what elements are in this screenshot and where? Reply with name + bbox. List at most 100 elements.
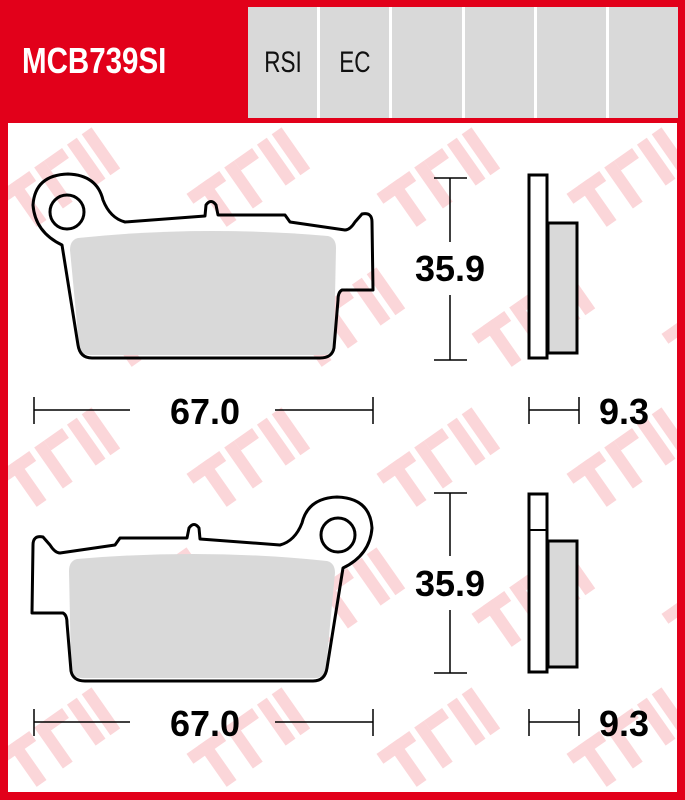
watermark-stroke — [224, 720, 263, 769]
watermark-logo — [376, 687, 501, 787]
watermark-stroke — [636, 137, 676, 186]
watermark-stroke — [81, 407, 121, 456]
watermark-stroke — [614, 148, 639, 171]
watermark-stroke — [256, 417, 296, 466]
watermark-stroke — [234, 708, 259, 731]
height-label: 35.9 — [415, 563, 485, 604]
watermark-logo — [186, 127, 311, 227]
top-pad-side-view — [527, 173, 579, 360]
spec-cell — [464, 7, 534, 118]
spec-cell — [608, 7, 679, 118]
watermark-stroke — [482, 319, 522, 367]
watermark-stroke — [651, 407, 677, 456]
watermark-stroke — [44, 428, 69, 451]
watermark-stroke — [424, 708, 449, 731]
watermark-stroke — [81, 127, 121, 176]
watermark-stroke — [366, 267, 406, 316]
friction-side — [546, 539, 579, 669]
trw-watermark — [8, 127, 677, 787]
height-label: 35.9 — [415, 248, 485, 289]
watermark-stroke — [366, 547, 406, 596]
watermark-logo — [566, 687, 677, 787]
spec-cell — [392, 7, 462, 118]
part-number-title: MCB739SI — [22, 40, 167, 81]
watermark-stroke — [8, 459, 47, 507]
watermark-stroke — [256, 137, 296, 186]
watermark-logo — [8, 407, 121, 507]
watermark-stroke — [224, 160, 263, 209]
watermark-logo — [661, 590, 677, 647]
watermark-stroke — [604, 720, 643, 769]
backing-plate-side — [527, 492, 549, 674]
watermark-logo — [376, 407, 501, 507]
watermark-stroke — [577, 739, 617, 787]
friction-material — [70, 230, 336, 355]
width-label: 67.0 — [170, 391, 240, 432]
watermark-stroke — [34, 440, 73, 489]
watermark-stroke — [414, 440, 453, 489]
watermark-logo — [8, 127, 121, 227]
watermark-stroke — [604, 440, 643, 489]
watermark-stroke — [614, 428, 639, 451]
watermark-logo — [566, 127, 677, 227]
watermark-stroke — [44, 708, 69, 731]
watermark-stroke — [197, 739, 237, 787]
spec-cell — [536, 7, 606, 118]
watermark-stroke — [8, 739, 47, 787]
watermark-stroke — [66, 417, 106, 466]
watermark-stroke — [672, 599, 677, 647]
watermark-stroke — [271, 127, 311, 176]
watermark-logo — [661, 310, 677, 367]
watermark-stroke — [461, 687, 501, 736]
watermark-stroke — [66, 137, 106, 186]
backing-plate-side — [527, 173, 549, 360]
watermark-logo — [376, 127, 501, 227]
watermark-stroke — [424, 148, 449, 171]
watermark-stroke — [387, 739, 427, 787]
watermark-stroke — [351, 557, 391, 606]
mounting-hole — [48, 193, 86, 231]
bottom-pad-front-view — [30, 495, 374, 683]
watermark-stroke — [424, 428, 449, 451]
watermark-stroke — [271, 687, 311, 736]
watermark-stroke — [461, 127, 501, 176]
watermark-stroke — [414, 160, 453, 209]
watermark-stroke — [271, 407, 311, 456]
watermark-stroke — [8, 179, 47, 227]
width-label: 67.0 — [170, 703, 240, 744]
friction-side — [546, 221, 579, 355]
watermark-stroke — [636, 697, 676, 746]
watermark-stroke — [224, 440, 263, 489]
watermark-stroke — [446, 137, 486, 186]
watermark-stroke — [636, 417, 676, 466]
watermark-stroke — [387, 459, 427, 507]
watermark-stroke — [461, 407, 501, 456]
bottom-pad-side-view — [527, 492, 579, 674]
spec-cell: EC — [320, 7, 390, 118]
top-pad-front-view — [31, 172, 375, 360]
watermark-stroke — [651, 127, 677, 176]
watermark-stroke — [604, 160, 643, 209]
drawing-svg: 35.9 67.0 9.3 35.9 67.0 9.3 — [8, 127, 677, 787]
drawing-area: 35.9 67.0 9.3 35.9 67.0 9.3 — [8, 123, 677, 792]
watermark-stroke — [234, 428, 259, 451]
mounting-hole — [319, 516, 357, 554]
watermark-stroke — [414, 720, 453, 769]
watermark-logo — [8, 687, 121, 787]
watermark-logo — [566, 407, 677, 507]
thickness-label: 9.3 — [599, 391, 649, 432]
backing-plate-outline — [31, 172, 375, 360]
dimension-lines — [33, 177, 580, 736]
watermark-stroke — [329, 288, 354, 311]
watermark-stroke — [44, 148, 69, 171]
watermark-stroke — [651, 687, 677, 736]
backing-plate-outline — [30, 495, 374, 683]
watermark-stroke — [34, 720, 73, 769]
watermark-stroke — [197, 459, 237, 507]
watermark-logo — [186, 407, 311, 507]
watermark-stroke — [482, 599, 522, 647]
watermark-stroke — [446, 697, 486, 746]
watermark-stroke — [672, 319, 677, 367]
watermark-stroke — [577, 459, 617, 507]
watermark-stroke — [446, 417, 486, 466]
